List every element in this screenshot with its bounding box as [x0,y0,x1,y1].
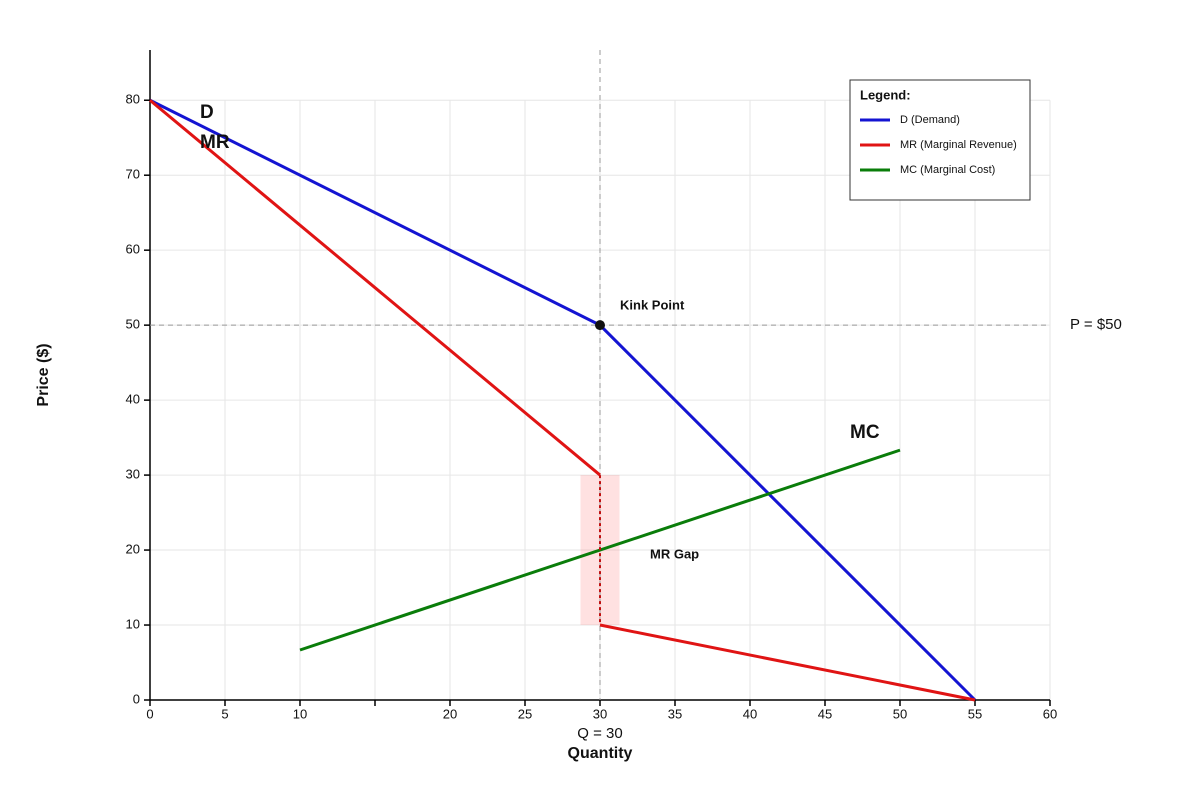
y-tick-label: 60 [126,242,140,257]
y-tick-label: 10 [126,616,140,631]
kink-point [595,320,605,331]
y-tick-label: 70 [126,167,140,182]
legend-title: Legend: [860,87,911,102]
x-tick-label: 30 [593,706,607,721]
x-tick-label: 10 [293,706,307,721]
legend-label: MR (Marginal Revenue) [900,139,1017,151]
reference-label: P = $50 [1070,316,1122,333]
x-tick-label: 50 [893,706,907,721]
series-label: MR [200,132,230,153]
x-tick-label: 25 [518,706,532,721]
y-tick-label: 20 [126,541,140,556]
y-tick-label: 0 [133,691,140,706]
series-label: D [200,102,214,123]
x-tick-label: 45 [818,706,832,721]
legend-label: D (Demand) [900,114,960,126]
x-tick-label: 35 [668,706,682,721]
x-tick-label: 20 [443,706,457,721]
x-tick-label: 60 [1043,706,1057,721]
mr-gap-label: MR Gap [650,546,699,561]
y-axis-label: Price ($) [35,343,52,406]
kink-label: Kink Point [620,298,685,313]
x-axis-label: Quantity [568,745,633,762]
y-tick-label: 40 [126,392,140,407]
x-tick-label: 55 [968,706,982,721]
x-tick-label: 40 [743,706,757,721]
x-tick-label: 5 [221,706,228,721]
series-label: MC [850,422,880,443]
y-tick-label: 50 [126,317,140,332]
legend: Legend: D (Demand) MR (Marginal Revenue) MC… [849,79,1031,201]
reference-label: Q = 30 [577,725,622,742]
legend-label: MC (Marginal Cost) [900,164,995,176]
series-line [149,99,976,702]
legend-box [849,79,1031,201]
y-tick-label: 30 [126,467,140,482]
x-tick-label: 0 [146,706,153,721]
y-tick-label: 80 [126,92,140,107]
